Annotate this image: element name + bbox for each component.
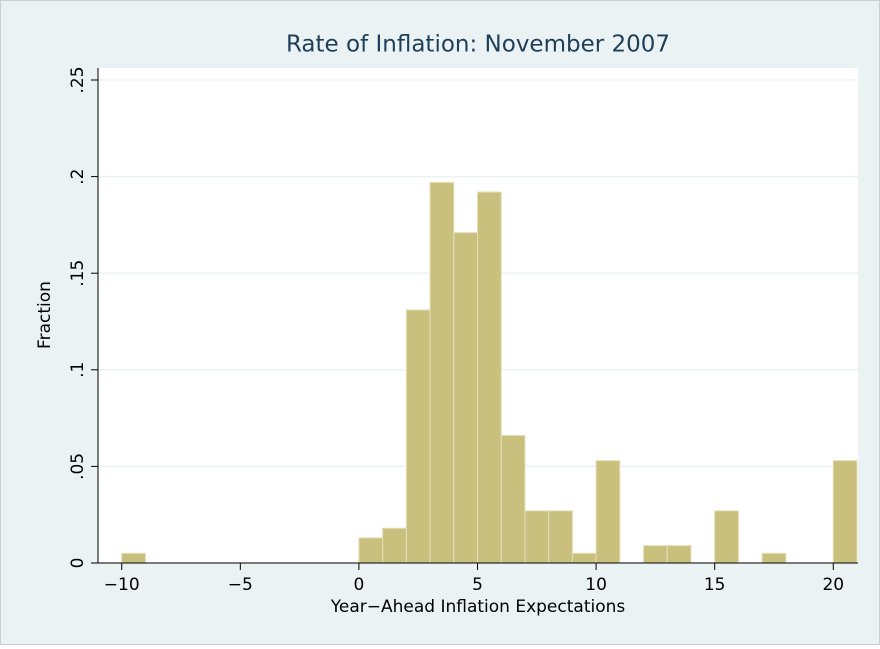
bar	[643, 545, 668, 564]
bar	[548, 510, 573, 564]
x-tick-label: 15	[704, 575, 726, 595]
y-tick-label: .1	[68, 362, 88, 378]
x-tick-label: 5	[472, 575, 483, 595]
x-tick-label: −10	[104, 575, 140, 595]
x-tick-label: 0	[353, 575, 364, 595]
chart-title: Rate of Inflation: November 2007	[286, 32, 670, 58]
bar	[832, 460, 858, 564]
x-tick-label: 10	[585, 575, 607, 595]
bar	[595, 460, 621, 564]
y-tick-label: .05	[68, 453, 88, 480]
x-tick-label: −5	[228, 575, 253, 595]
y-tick-label: .15	[68, 260, 88, 287]
bar	[382, 527, 407, 564]
x-tick-label: 20	[822, 575, 844, 595]
bar	[477, 191, 502, 564]
bar	[500, 434, 526, 564]
bar	[761, 552, 787, 564]
y-tick-label: .2	[68, 168, 88, 184]
bar	[405, 309, 431, 564]
x-axis-label: Year−Ahead Inflation Expectations	[330, 597, 626, 617]
bar	[524, 510, 550, 564]
bar	[121, 552, 146, 564]
bar	[358, 537, 384, 564]
y-axis-label: Fraction	[35, 281, 55, 349]
bar	[429, 181, 455, 564]
y-tick-label: .25	[68, 66, 88, 93]
bar	[714, 510, 739, 564]
y-tick-label: 0	[68, 558, 88, 569]
bar	[453, 232, 478, 564]
bar	[666, 545, 692, 564]
bar	[571, 552, 597, 564]
